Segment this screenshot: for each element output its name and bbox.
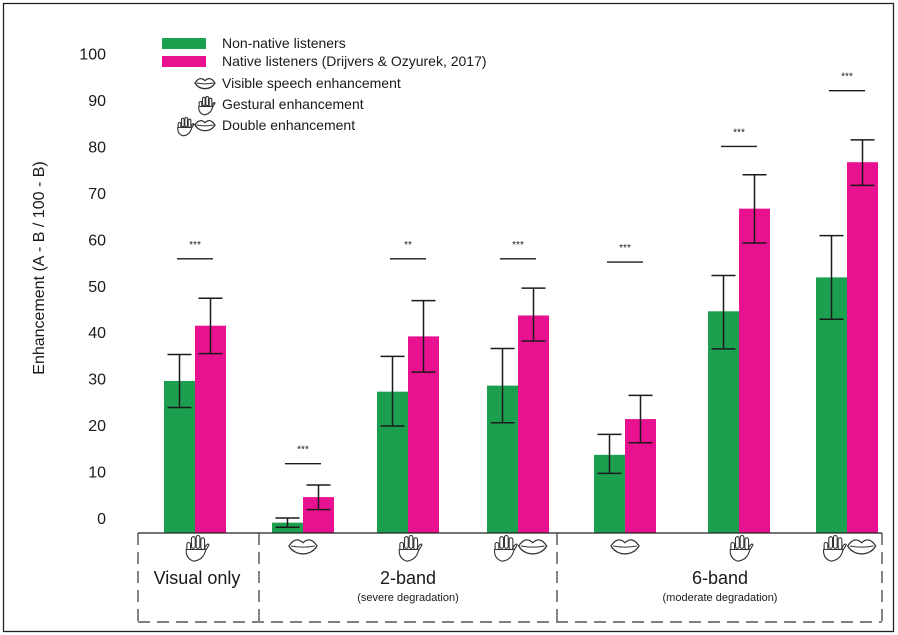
y-tick-label: 0 — [97, 511, 106, 528]
bar — [847, 162, 878, 533]
significance-label: *** — [733, 127, 745, 138]
y-tick-label: 60 — [88, 232, 106, 249]
error-bar — [819, 234, 844, 320]
significance-label: *** — [297, 445, 309, 456]
significance-label: ** — [404, 240, 412, 251]
significance-label: *** — [512, 240, 524, 251]
legend: Non-native listeners Native listeners (Dr… — [162, 35, 487, 137]
hand-icon — [198, 95, 216, 116]
hand-icon — [493, 534, 518, 562]
hand-icon — [185, 534, 210, 562]
error-bar — [198, 297, 223, 355]
y-tick-label: 70 — [88, 186, 106, 203]
group-label-6-band: 6-band — [692, 568, 748, 588]
error-bar — [275, 517, 300, 529]
error-bar — [850, 139, 875, 187]
lips-icon — [846, 539, 877, 555]
group-label-2-band: 2-band — [380, 568, 436, 588]
y-tick-label: 30 — [88, 372, 106, 389]
group-box — [137, 533, 883, 623]
lips-icon — [517, 539, 548, 555]
hand-icon — [729, 534, 754, 562]
bar — [195, 325, 226, 533]
legend-icon-group — [198, 95, 216, 116]
legend-icon-label: Double enhancement — [222, 117, 355, 133]
significance-label: *** — [189, 240, 201, 251]
legend-icon-label: Gestural enhancement — [222, 96, 364, 112]
y-tick-label: 100 — [79, 47, 106, 64]
lips-icon — [194, 119, 216, 132]
legend-icon-group — [194, 77, 216, 90]
error-bar — [711, 274, 736, 350]
error-bar — [490, 347, 515, 424]
error-bar — [306, 484, 331, 511]
y-tick-label: 50 — [88, 279, 106, 296]
bar — [739, 208, 770, 533]
hand-icon — [177, 116, 195, 137]
error-bar — [411, 299, 436, 373]
y-tick-label: 40 — [88, 325, 106, 342]
legend-icon-group — [177, 116, 216, 137]
error-bar — [742, 173, 767, 244]
error-bar — [628, 394, 653, 444]
lips-icon — [610, 539, 640, 555]
group-sublabel-6-band: (moderate degradation) — [663, 592, 778, 604]
y-tick-label: 90 — [88, 93, 106, 110]
legend-swatch — [162, 38, 206, 49]
y-axis-label: Enhancement (A - B / 100 - B) — [31, 161, 48, 374]
legend-icon-label: Visible speech enhancement — [222, 75, 401, 91]
y-tick-label: 20 — [88, 418, 106, 435]
legend-swatch — [162, 56, 206, 67]
hand-icon — [398, 534, 423, 562]
group-label-visual-only: Visual only — [154, 568, 241, 588]
y-tick-label: 80 — [88, 139, 106, 156]
error-bar — [597, 433, 622, 475]
lips-icon — [288, 539, 318, 555]
bar — [518, 315, 549, 533]
y-tick-label: 10 — [88, 465, 106, 482]
error-bar — [380, 355, 405, 427]
legend-label: Non-native listeners — [222, 35, 346, 51]
legend-label: Native listeners (Drijvers & Ozyurek, 20… — [222, 53, 487, 69]
error-bar — [167, 353, 192, 409]
bar — [816, 277, 847, 533]
lips-icon — [194, 77, 216, 90]
error-bar — [521, 287, 546, 342]
significance-label: *** — [841, 72, 853, 83]
significance-label: *** — [619, 243, 631, 254]
group-sublabel-2-band: (severe degradation) — [357, 592, 459, 604]
hand-icon — [822, 534, 847, 562]
